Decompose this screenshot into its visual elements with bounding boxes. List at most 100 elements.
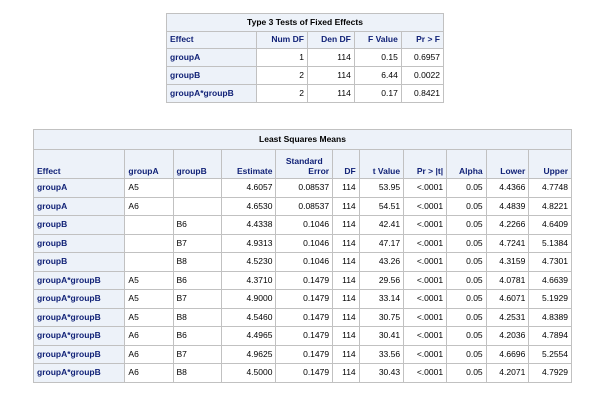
table-row: groupA*groupB A5 B6 4.3710 0.1479 114 29.56 <.0… (32, 270, 572, 290)
t-value-cell: 47.17 (358, 233, 405, 253)
header-standard-error: Standard Error (275, 149, 334, 179)
upper-cell: 4.7894 (528, 326, 572, 346)
df-cell: 114 (332, 326, 360, 346)
lsmeans-header-row: Effect groupA groupB Estimate Standard E… (32, 149, 572, 179)
df-cell: 114 (332, 178, 360, 198)
den-df-cell: 114 (306, 48, 355, 67)
header-pr-t: Pr > |t| (403, 149, 448, 179)
df-cell: 114 (332, 289, 360, 309)
df-cell: 114 (332, 270, 360, 290)
group-a-cell (124, 252, 174, 272)
effect-cell: groupB (32, 215, 126, 235)
effect-cell: groupA*groupB (32, 307, 126, 327)
group-a-cell (124, 233, 174, 253)
group-b-cell: B7 (172, 233, 222, 253)
standard-error-cell: 0.08537 (275, 178, 334, 198)
pr-t-cell: <.0001 (403, 178, 448, 198)
alpha-cell: 0.05 (446, 196, 487, 216)
alpha-cell: 0.05 (446, 344, 487, 364)
table-row: groupB 2 114 6.44 0.0022 (165, 66, 445, 85)
group-a-cell: A6 (124, 326, 174, 346)
header-lower: Lower (485, 149, 530, 179)
group-a-cell: A6 (124, 344, 174, 364)
estimate-cell: 4.5000 (220, 363, 277, 383)
group-b-cell: B8 (172, 307, 222, 327)
f-value-cell: 0.17 (353, 84, 402, 103)
effect-cell: groupA (32, 178, 126, 198)
group-b-cell: B6 (172, 270, 222, 290)
t-value-cell: 30.43 (358, 363, 405, 383)
pr-t-cell: <.0001 (403, 196, 448, 216)
table-row: groupA*groupB A5 B8 4.5460 0.1479 114 30.75 <.0… (32, 307, 572, 327)
group-a-cell: A5 (124, 289, 174, 309)
estimate-cell: 4.3710 (220, 270, 277, 290)
effect-cell: groupA (32, 196, 126, 216)
t-value-cell: 43.26 (358, 252, 405, 272)
group-b-cell (172, 178, 222, 198)
standard-error-cell: 0.1046 (275, 233, 334, 253)
lower-cell: 4.6696 (485, 344, 530, 364)
lower-cell: 4.3159 (485, 252, 530, 272)
lower-cell: 4.6071 (485, 289, 530, 309)
lower-cell: 4.7241 (485, 233, 530, 253)
df-cell: 114 (332, 215, 360, 235)
pr-t-cell: <.0001 (403, 215, 448, 235)
pr-t-cell: <.0001 (403, 326, 448, 346)
table-row: groupA*groupB A5 B7 4.9000 0.1479 114 33.14 <.0… (32, 289, 572, 309)
header-group-a: groupA (124, 149, 174, 179)
header-df: DF (332, 149, 360, 179)
table-row: groupA*groupB 2 114 0.17 0.8421 (165, 84, 445, 103)
upper-cell: 5.2554 (528, 344, 572, 364)
t-value-cell: 33.14 (358, 289, 405, 309)
lsmeans-title: Least Squares Means (33, 129, 572, 149)
lower-cell: 4.4839 (485, 196, 530, 216)
df-cell: 114 (332, 196, 360, 216)
estimate-cell: 4.6057 (220, 178, 277, 198)
header-standard-error-line2: Error (308, 165, 330, 176)
effect-cell: groupA*groupB (165, 84, 258, 103)
t-value-cell: 42.41 (358, 215, 405, 235)
header-group-b: groupB (172, 149, 222, 179)
table-row: groupB B8 4.5230 0.1046 114 43.26 <.0001 0.05 4.… (32, 252, 572, 272)
type3-header-row: Effect Num DF Den DF F Value Pr > F (165, 31, 445, 49)
df-cell: 114 (332, 344, 360, 364)
pr-t-cell: <.0001 (403, 363, 448, 383)
upper-cell: 5.1929 (528, 289, 572, 309)
estimate-cell: 4.4965 (220, 326, 277, 346)
num-df-cell: 2 (256, 66, 308, 85)
num-df-cell: 2 (256, 84, 308, 103)
lsmeans-body: groupA A5 4.6057 0.08537 114 53.95 <.0001 0.05 4… (32, 178, 572, 383)
den-df-cell: 114 (306, 84, 355, 103)
upper-cell: 4.6409 (528, 215, 572, 235)
pr-t-cell: <.0001 (403, 289, 448, 309)
pr-f-cell: 0.0022 (400, 66, 445, 85)
header-den-df: Den DF (306, 31, 355, 49)
standard-error-cell: 0.1479 (275, 363, 334, 383)
df-cell: 114 (332, 363, 360, 383)
table-row: groupA*groupB A6 B6 4.4965 0.1479 114 30.41 <.0… (32, 326, 572, 346)
alpha-cell: 0.05 (446, 363, 487, 383)
upper-cell: 4.6639 (528, 270, 572, 290)
estimate-cell: 4.6530 (220, 196, 277, 216)
table-row: groupB B6 4.4338 0.1046 114 42.41 <.0001 0.05 4.… (32, 215, 572, 235)
pr-t-cell: <.0001 (403, 252, 448, 272)
estimate-cell: 4.9000 (220, 289, 277, 309)
t-value-cell: 30.75 (358, 307, 405, 327)
f-value-cell: 0.15 (353, 48, 402, 67)
table-row: groupA*groupB A6 B7 4.9625 0.1479 114 33.56 <.0… (32, 344, 572, 364)
effect-cell: groupB (32, 233, 126, 253)
table-row: groupB B7 4.9313 0.1046 114 47.17 <.0001 0.05 4.… (32, 233, 572, 253)
header-estimate: Estimate (220, 149, 277, 179)
table-row: groupA A5 4.6057 0.08537 114 53.95 <.0001 0.05 4… (32, 178, 572, 198)
upper-cell: 4.7301 (528, 252, 572, 272)
standard-error-cell: 0.08537 (275, 196, 334, 216)
t-value-cell: 29.56 (358, 270, 405, 290)
header-effect: Effect (165, 31, 258, 49)
standard-error-cell: 0.1479 (275, 344, 334, 364)
pr-t-cell: <.0001 (403, 307, 448, 327)
pr-f-cell: 0.8421 (400, 84, 445, 103)
effect-cell: groupA*groupB (32, 326, 126, 346)
alpha-cell: 0.05 (446, 215, 487, 235)
lower-cell: 4.2036 (485, 326, 530, 346)
t-value-cell: 30.41 (358, 326, 405, 346)
